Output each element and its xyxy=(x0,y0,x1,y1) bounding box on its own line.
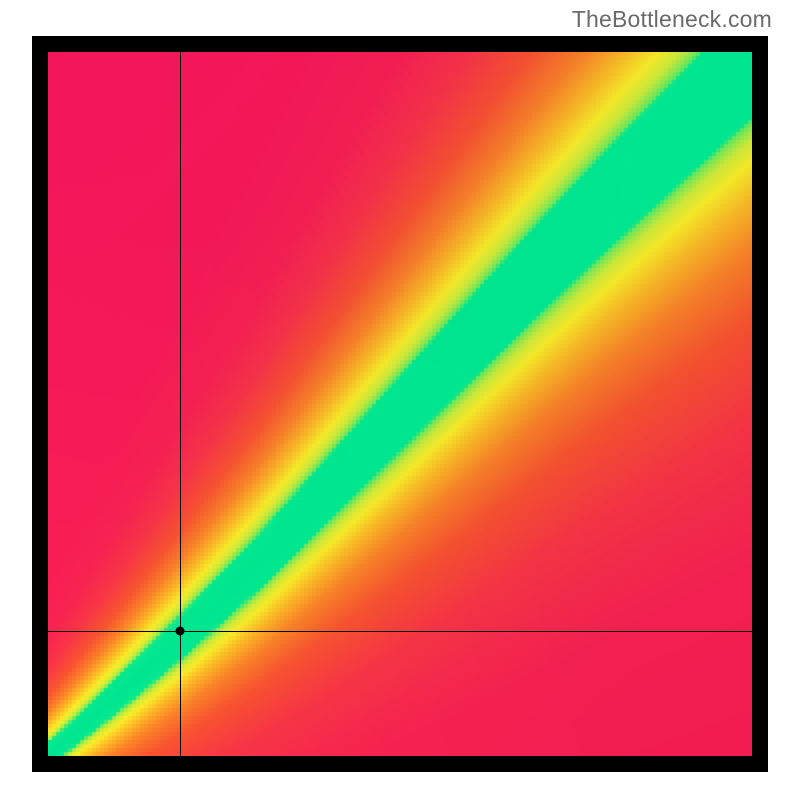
plot-area xyxy=(48,52,752,756)
crosshair-horizontal xyxy=(48,631,752,632)
plot-frame xyxy=(32,36,768,772)
heatmap-canvas xyxy=(48,52,752,756)
crosshair-dot xyxy=(176,626,185,635)
watermark-text: TheBottleneck.com xyxy=(572,6,772,33)
chart-container: { "watermark": { "text": "TheBottleneck.… xyxy=(0,0,800,800)
crosshair-vertical xyxy=(180,52,181,756)
